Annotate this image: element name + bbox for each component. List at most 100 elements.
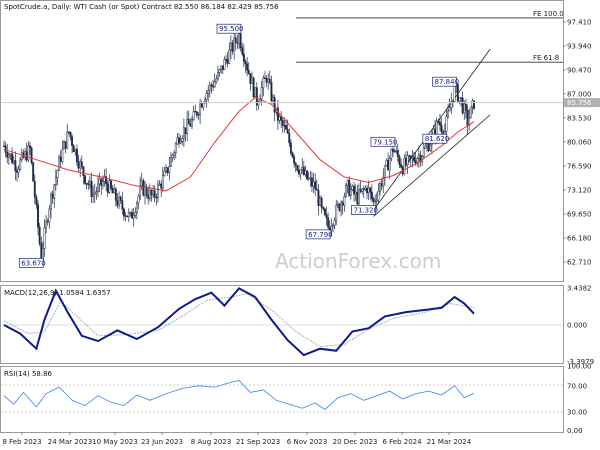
price-panel[interactable] bbox=[0, 0, 564, 282]
candle-body bbox=[14, 160, 17, 172]
candle-body bbox=[262, 77, 265, 89]
channel-line-0 bbox=[373, 48, 491, 211]
annotation-label-5: 87.840 bbox=[435, 78, 460, 86]
annotation-label-4: 71.320 bbox=[354, 206, 379, 214]
candle-body bbox=[244, 61, 247, 65]
candle-body bbox=[328, 227, 331, 231]
candle-body bbox=[181, 138, 184, 142]
candle-body bbox=[132, 215, 135, 219]
candle-body bbox=[404, 158, 407, 165]
candle-body bbox=[179, 141, 182, 144]
candle-body bbox=[254, 87, 257, 97]
candle-body bbox=[268, 78, 271, 83]
candle-body bbox=[32, 162, 35, 182]
candle-body bbox=[82, 166, 85, 176]
candle-body bbox=[221, 65, 224, 70]
candle-body bbox=[280, 116, 283, 121]
rsi-tick-label-1: 70.00 bbox=[567, 382, 587, 390]
candle-body bbox=[251, 77, 253, 84]
annotation-label-6: 81.620 bbox=[425, 135, 450, 143]
candle-body bbox=[348, 179, 351, 196]
candle-body bbox=[64, 141, 67, 149]
candle-body bbox=[458, 97, 461, 102]
annotation-box-2 bbox=[305, 229, 331, 240]
annotation-box-3 bbox=[370, 136, 396, 147]
candle-body bbox=[390, 148, 393, 159]
candle-body bbox=[66, 131, 69, 149]
candle-body bbox=[411, 156, 414, 159]
candle-body bbox=[369, 187, 372, 193]
candle-body bbox=[229, 42, 232, 51]
candle-body bbox=[50, 193, 52, 210]
candle-body bbox=[450, 101, 453, 108]
candle-body bbox=[453, 83, 456, 102]
candle-body bbox=[338, 203, 341, 211]
candle-body bbox=[327, 217, 330, 228]
candle-body bbox=[349, 189, 352, 196]
candle-body bbox=[153, 190, 156, 198]
price-tick-label-1: 93.940 bbox=[567, 43, 592, 51]
candle-body bbox=[323, 208, 326, 215]
rsi-header: RSI(14) 58.86 bbox=[4, 370, 53, 378]
annotation-box-4 bbox=[351, 205, 376, 215]
candle-body bbox=[38, 226, 41, 244]
time-tick-label-0: 8 Feb 2023 bbox=[2, 438, 41, 446]
candle-body bbox=[6, 152, 9, 158]
candle-body bbox=[267, 78, 270, 83]
candle-body bbox=[291, 152, 294, 157]
candle-body bbox=[56, 170, 59, 178]
candle-body bbox=[456, 84, 459, 102]
candle-body bbox=[370, 191, 373, 199]
candle-body bbox=[79, 161, 82, 169]
candle-body bbox=[75, 148, 78, 163]
candle-body bbox=[409, 155, 412, 159]
candle-body bbox=[67, 131, 70, 133]
candle-body bbox=[165, 167, 168, 172]
annotation-box-0 bbox=[216, 23, 242, 34]
candle-body bbox=[92, 194, 95, 197]
current-price-tag: 85.756 bbox=[564, 98, 600, 108]
candle-body bbox=[447, 110, 450, 118]
macd-tick-label-0: 3.4382 bbox=[567, 285, 592, 293]
rsi-panel[interactable] bbox=[0, 366, 564, 433]
candle-body bbox=[110, 180, 112, 189]
candle-body bbox=[315, 188, 318, 191]
candle-body bbox=[346, 179, 349, 186]
candle-body bbox=[213, 81, 216, 88]
candle-body bbox=[19, 159, 22, 170]
candle-body bbox=[265, 77, 268, 83]
candle-body bbox=[139, 185, 142, 197]
candle-body bbox=[312, 181, 315, 187]
candle-body bbox=[448, 107, 451, 112]
candle-body bbox=[218, 69, 221, 73]
candle-body bbox=[414, 160, 417, 164]
candle-body bbox=[471, 100, 474, 108]
candle-body bbox=[184, 127, 187, 134]
candle-body bbox=[157, 184, 159, 198]
candle-body bbox=[469, 106, 472, 119]
candle-body bbox=[333, 219, 336, 226]
candle-body bbox=[301, 166, 304, 171]
candle-body bbox=[37, 204, 39, 228]
candle-body bbox=[317, 190, 320, 206]
candle-body bbox=[80, 161, 83, 168]
candle-body bbox=[427, 143, 430, 152]
candle-body bbox=[118, 196, 121, 206]
channel-line-1 bbox=[373, 114, 491, 217]
candle-body bbox=[174, 143, 177, 153]
candle-body bbox=[46, 220, 49, 223]
candle-body bbox=[160, 183, 163, 189]
candle-body bbox=[63, 141, 65, 150]
macd-tick-label-1: 0.000 bbox=[567, 322, 587, 330]
candle-body bbox=[246, 63, 249, 71]
time-tick-label-9: 21 Mar 2024 bbox=[427, 438, 472, 446]
candle-body bbox=[437, 120, 440, 123]
candle-body bbox=[383, 165, 386, 178]
candle-body bbox=[335, 204, 338, 221]
candle-body bbox=[208, 84, 211, 91]
candle-body bbox=[307, 178, 310, 180]
candle-body bbox=[343, 196, 346, 206]
candle-body bbox=[129, 212, 132, 214]
candle-body bbox=[236, 42, 239, 44]
time-tick-label-5: 21 Sep 2023 bbox=[236, 438, 280, 446]
